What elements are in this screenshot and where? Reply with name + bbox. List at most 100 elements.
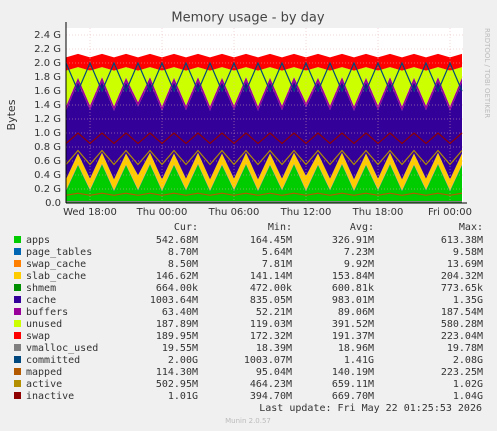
legend-stat: 52.21M	[256, 307, 292, 318]
legend-header: Cur:	[174, 222, 198, 233]
legend-stat: 141.14M	[250, 271, 292, 282]
y-tick-label: 1.8 G	[34, 72, 61, 83]
legend-stat: 472.00k	[250, 283, 292, 294]
legend-header: Avg:	[350, 222, 374, 233]
area	[66, 152, 462, 190]
legend-stat: 19.78M	[447, 343, 483, 354]
legend-stat: 89.06M	[338, 307, 374, 318]
legend-stat: 172.32M	[250, 331, 292, 342]
legend-stat: 326.91M	[332, 235, 374, 246]
legend-swatch	[14, 260, 21, 267]
legend-stat: 983.01M	[332, 295, 374, 306]
legend-label: vmalloc_used	[26, 343, 98, 354]
legend-stat: 187.89M	[156, 319, 198, 330]
legend-stat: 1.41G	[344, 355, 374, 366]
legend-stat: 223.25M	[441, 367, 483, 378]
legend-stat: 119.03M	[250, 319, 292, 330]
line	[65, 192, 463, 196]
legend-stat: 835.05M	[250, 295, 292, 306]
y-tick-label: 0.8 G	[34, 142, 61, 153]
legend-swatch	[14, 272, 21, 279]
legend-stat: 7.23M	[344, 247, 374, 258]
y-tick-label: 2.2 G	[34, 44, 61, 55]
legend-stat: 18.96M	[338, 343, 374, 354]
chart-title: Memory usage - by day	[171, 11, 324, 26]
area	[66, 163, 462, 191]
legend-header: Max:	[459, 222, 483, 233]
y-tick-label: 0.6 G	[34, 156, 61, 167]
y-tick-label: 1.4 G	[34, 100, 61, 111]
legend-stat: 164.45M	[250, 235, 292, 246]
legend-swatch	[14, 236, 21, 243]
legend-swatch	[14, 368, 21, 375]
legend-stat: 191.37M	[332, 331, 374, 342]
legend-stat: 502.95M	[156, 379, 198, 390]
y-tick-label: 2.0 G	[34, 58, 61, 69]
legend-stat: 1003.64M	[150, 295, 198, 306]
y-tick-label: 1.0 G	[34, 128, 61, 139]
line	[65, 61, 463, 93]
legend-label: swap_cache	[26, 259, 86, 270]
y-tick-label: 2.4 G	[34, 30, 61, 41]
legend-stat: 669.70M	[332, 391, 374, 402]
legend-label: inactive	[26, 391, 74, 402]
legend-stat: 8.70M	[168, 247, 198, 258]
legend-stat: 1.04G	[453, 391, 483, 402]
legend-stat: 5.64M	[262, 247, 292, 258]
legend-stat: 19.55M	[162, 343, 198, 354]
x-tick-label: Thu 06:00	[208, 207, 260, 218]
x-tick-label: Thu 18:00	[352, 207, 404, 218]
watermark: RRDTOOL / TOBI OETIKER	[483, 28, 491, 118]
legend-stat: 18.39M	[256, 343, 292, 354]
legend-stat: 2.00G	[168, 355, 198, 366]
y-tick-label: 0.2 G	[34, 184, 61, 195]
legend-label: committed	[26, 355, 80, 366]
legend-stat: 542.68M	[156, 235, 198, 246]
legend-stat: 1003.07M	[244, 355, 292, 366]
y-tick-label: 0.0	[45, 198, 61, 209]
legend-stat: 189.95M	[156, 331, 198, 342]
legend-stat: 773.65k	[441, 283, 483, 294]
legend-label: page_tables	[26, 247, 92, 258]
legend-stat: 464.23M	[250, 379, 292, 390]
legend-swatch	[14, 356, 21, 363]
x-tick-label: Thu 12:00	[280, 207, 332, 218]
y-tick-label: 0.4 G	[34, 170, 61, 181]
legend-swatch	[14, 380, 21, 387]
area	[66, 53, 462, 71]
x-tick-label: Wed 18:00	[63, 207, 117, 218]
legend-swatch	[14, 332, 21, 339]
legend-swatch	[14, 308, 21, 315]
legend-stat: 613.38M	[441, 235, 483, 246]
legend-stat: 1.01G	[168, 391, 198, 402]
legend-stat: 659.11M	[332, 379, 374, 390]
legend-stat: 204.32M	[441, 271, 483, 282]
legend-swatch	[14, 296, 21, 303]
legend-stat: 7.81M	[262, 259, 292, 270]
legend-stat: 187.54M	[441, 307, 483, 318]
legend-stat: 146.62M	[156, 271, 198, 282]
legend-stat: 223.04M	[441, 331, 483, 342]
legend-swatch	[14, 344, 21, 351]
legend-stat: 580.28M	[441, 319, 483, 330]
legend-stat: 114.30M	[156, 367, 198, 378]
y-axis-label: Bytes	[5, 99, 18, 130]
legend-label: swap	[26, 331, 50, 342]
legend-stat: 95.04M	[256, 367, 292, 378]
y-tick-label: 1.6 G	[34, 86, 61, 97]
x-tick-label: Fri 00:00	[428, 207, 472, 218]
legend-swatch	[14, 248, 21, 255]
line	[65, 132, 463, 145]
x-tick-label: Thu 00:00	[136, 207, 188, 218]
legend-label: apps	[26, 235, 50, 246]
legend-label: shmem	[26, 283, 56, 294]
legend-swatch	[14, 284, 21, 291]
legend-stat: 8.50M	[168, 259, 198, 270]
area	[66, 163, 462, 192]
legend-stat: 9.92M	[344, 259, 374, 270]
footer: Last update: Fri May 22 01:25:53 2026	[259, 403, 482, 414]
legend-stat: 391.52M	[332, 319, 374, 330]
line	[65, 149, 463, 166]
